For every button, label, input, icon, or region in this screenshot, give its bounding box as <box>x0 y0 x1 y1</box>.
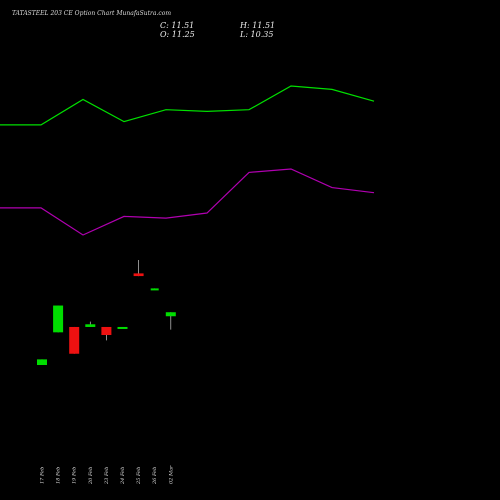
candle-body <box>69 326 80 354</box>
x-tick-label: 25 Feb <box>136 467 142 485</box>
candle-body <box>165 312 176 317</box>
high-value: H: 11.51 <box>240 21 276 30</box>
x-tick-label: 02 Mar <box>168 465 174 484</box>
x-tick-label: 18 Feb <box>56 467 62 484</box>
close-value: C: 11.51 <box>160 21 195 30</box>
indicator-line-2 <box>0 168 375 236</box>
candle-body <box>85 324 96 327</box>
candle-body <box>133 273 144 277</box>
x-tick-label: 23 Feb <box>104 467 110 485</box>
x-tick-label: 19 Feb <box>72 467 78 484</box>
chart-title: TATASTEEL 203 CE Option Chart MunafaSutr… <box>12 10 172 17</box>
x-tick-label: 20 Feb <box>88 467 94 485</box>
candle-body <box>117 326 128 329</box>
x-tick-label: 17 Feb <box>40 467 46 484</box>
x-tick-label: 26 Feb <box>152 467 158 485</box>
candle-body <box>150 288 159 291</box>
open-value: O: 11.25 <box>160 30 195 39</box>
candle-body <box>101 326 112 335</box>
candle-body <box>53 305 64 333</box>
x-tick-label: 24 Feb <box>120 467 126 485</box>
indicator-line-1 <box>0 85 375 126</box>
candle-body <box>37 359 47 365</box>
low-value: L: 10.35 <box>240 30 274 39</box>
